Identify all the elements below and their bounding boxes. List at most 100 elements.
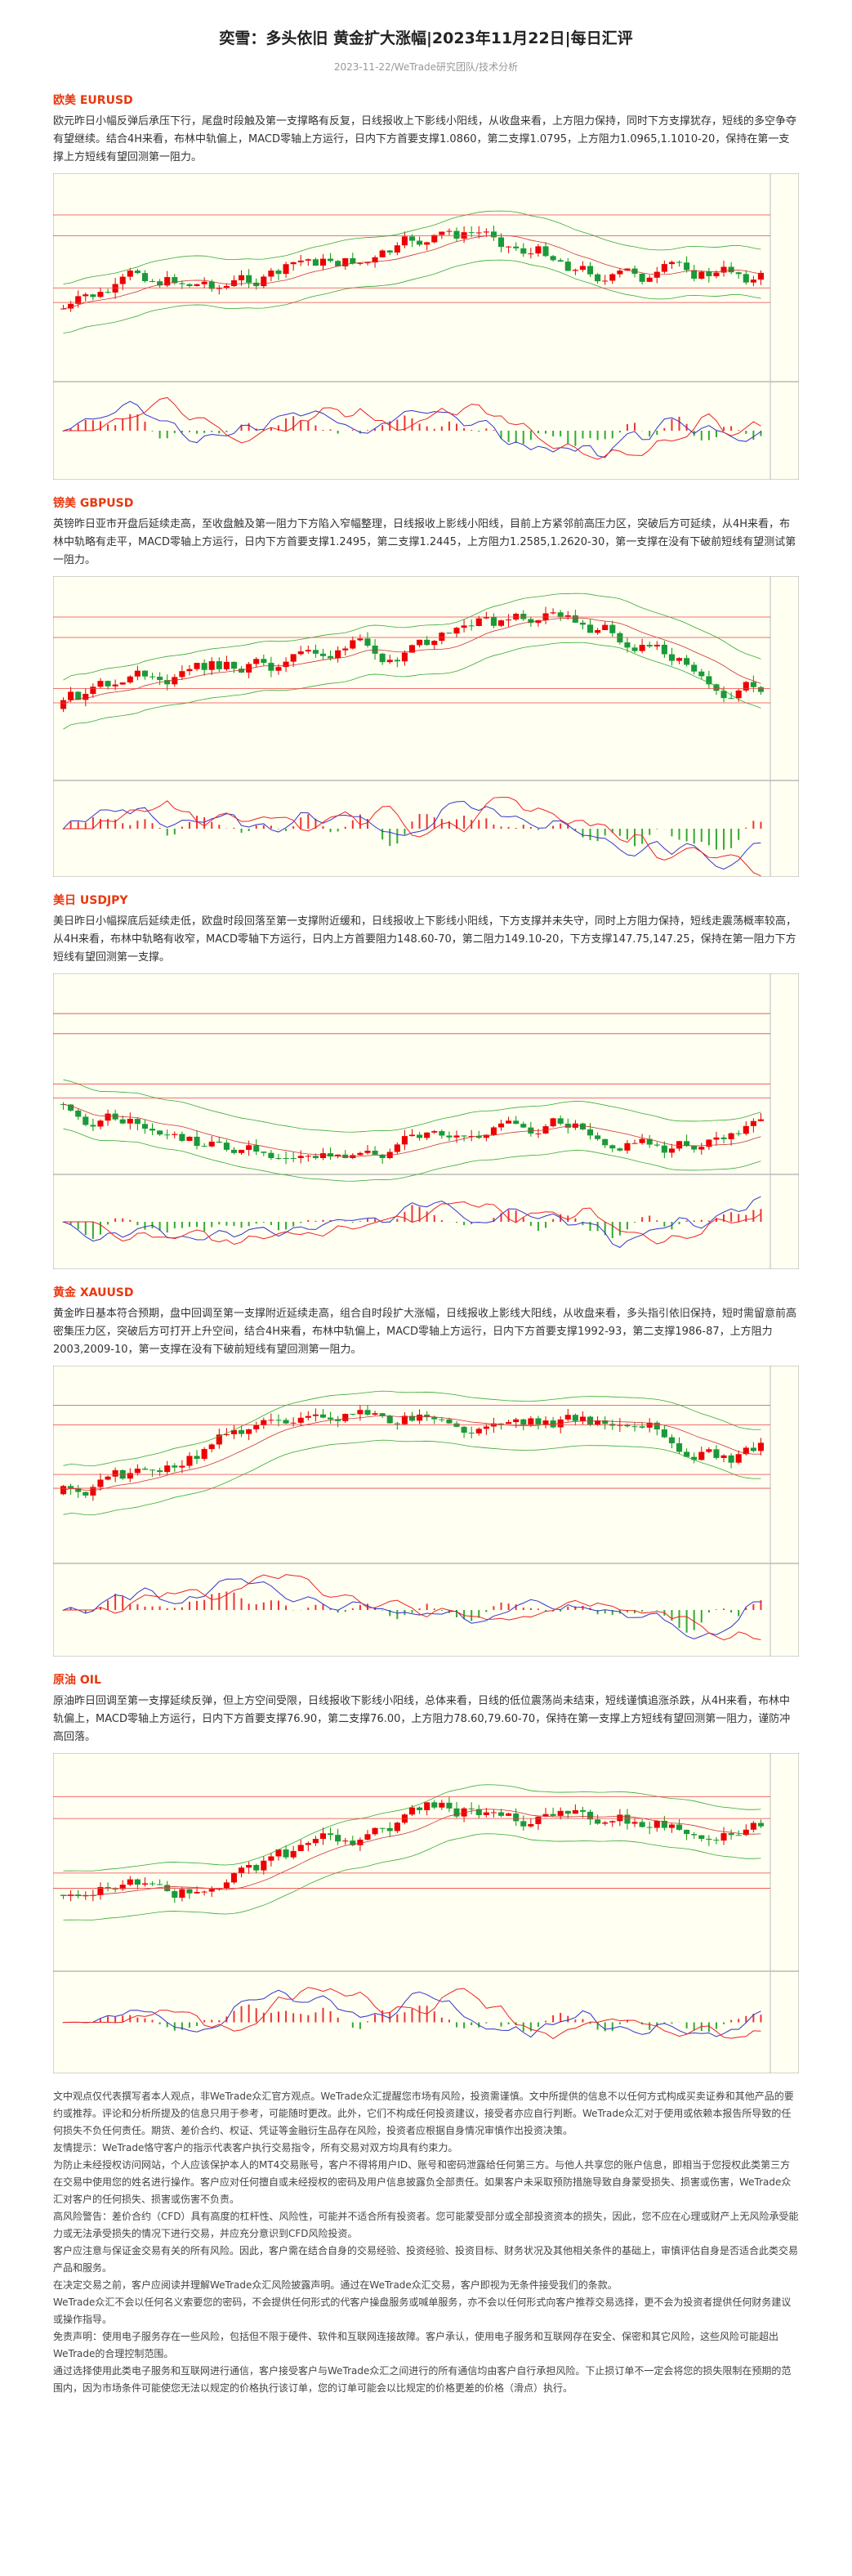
macd-bar bbox=[641, 1217, 644, 1222]
candle bbox=[379, 1413, 386, 1416]
macd-bar bbox=[552, 1219, 555, 1222]
macd-bar bbox=[685, 829, 688, 842]
candle bbox=[653, 1820, 660, 1828]
candle bbox=[706, 1449, 712, 1452]
macd-bar bbox=[463, 2022, 466, 2028]
candle bbox=[446, 230, 453, 232]
candle bbox=[157, 1470, 163, 1473]
macd-bar bbox=[91, 420, 94, 431]
candle bbox=[239, 1867, 245, 1873]
macd-bar bbox=[574, 1218, 577, 1222]
candle bbox=[239, 1429, 245, 1434]
candle bbox=[305, 1843, 311, 1845]
macd-bar bbox=[344, 1221, 346, 1222]
candle bbox=[475, 1429, 482, 1433]
macd-bar bbox=[285, 418, 288, 431]
macd-bar bbox=[738, 829, 740, 840]
macd-bar bbox=[485, 818, 488, 829]
chart-image bbox=[53, 576, 799, 877]
candle bbox=[668, 262, 675, 265]
macd-bar bbox=[181, 826, 183, 829]
candle bbox=[112, 1470, 118, 1477]
candle bbox=[439, 231, 445, 235]
macd-bar bbox=[77, 821, 79, 829]
macd-bar bbox=[203, 817, 206, 829]
candle bbox=[83, 1116, 89, 1125]
macd-bar bbox=[366, 1603, 368, 1610]
candle bbox=[624, 642, 631, 648]
macd-bar bbox=[507, 826, 510, 829]
candle bbox=[105, 1476, 111, 1480]
candle bbox=[141, 273, 149, 281]
candle bbox=[750, 1120, 756, 1126]
macd-bar bbox=[99, 421, 101, 431]
candle bbox=[105, 292, 111, 293]
candle bbox=[513, 246, 520, 248]
macd-bar bbox=[522, 1217, 524, 1222]
macd-bar bbox=[529, 1222, 532, 1226]
macd-bar bbox=[611, 829, 613, 834]
candle bbox=[335, 1154, 341, 1157]
macd-bar bbox=[471, 2022, 473, 2026]
candle bbox=[179, 1465, 185, 1468]
macd-bar bbox=[122, 1218, 124, 1222]
macd-line bbox=[63, 1989, 761, 2038]
candle bbox=[691, 1456, 698, 1460]
candle bbox=[357, 262, 364, 264]
macd-bar bbox=[122, 2015, 124, 2023]
candle bbox=[208, 1141, 215, 1147]
candle bbox=[617, 271, 623, 275]
macd-bar bbox=[560, 431, 562, 437]
candle bbox=[439, 1802, 445, 1808]
candle bbox=[609, 624, 616, 633]
candle bbox=[312, 650, 319, 654]
candle bbox=[372, 257, 378, 263]
candle bbox=[379, 1154, 386, 1158]
macd-bar bbox=[433, 428, 435, 431]
candle bbox=[557, 1118, 564, 1124]
macd-bar bbox=[411, 1610, 413, 1613]
section-body: 美日昨日小幅探底后延续走低，欧盘时段回落至第一支撑附近缓和，日线报收上下影线小阳… bbox=[53, 915, 797, 964]
candle bbox=[490, 616, 497, 626]
macd-bar bbox=[707, 431, 710, 441]
macd-bar bbox=[129, 1219, 132, 1222]
macd-bar bbox=[203, 2019, 206, 2023]
candle bbox=[134, 1879, 141, 1885]
macd-bar bbox=[738, 1610, 740, 1617]
macd-bar bbox=[440, 1220, 443, 1222]
macd-bar bbox=[396, 1610, 399, 1620]
macd-bar bbox=[634, 829, 636, 847]
candle bbox=[483, 616, 489, 619]
candle bbox=[253, 1424, 260, 1429]
candle bbox=[653, 1422, 660, 1430]
candle bbox=[743, 1125, 749, 1134]
candle bbox=[357, 1410, 364, 1415]
macd-bar bbox=[307, 1608, 310, 1610]
candle bbox=[661, 264, 667, 272]
macd-bar bbox=[322, 2007, 324, 2023]
macd-bar bbox=[649, 1215, 651, 1222]
bollinger-band bbox=[63, 1390, 761, 1467]
candle bbox=[617, 633, 623, 643]
candle bbox=[720, 1833, 727, 1841]
candle bbox=[417, 240, 423, 245]
macd-bar bbox=[351, 429, 354, 431]
bollinger-band bbox=[63, 1103, 761, 1157]
candle bbox=[268, 663, 274, 671]
candle bbox=[713, 1137, 720, 1140]
candle bbox=[587, 1811, 594, 1820]
macd-bar bbox=[656, 2022, 658, 2027]
macd-bar bbox=[493, 1218, 495, 1222]
macd-bar bbox=[122, 418, 124, 431]
candle bbox=[83, 1491, 89, 1496]
candle bbox=[305, 259, 311, 261]
candle bbox=[386, 1415, 393, 1424]
candle bbox=[186, 669, 193, 672]
candle bbox=[439, 633, 445, 642]
macd-bar bbox=[738, 1214, 740, 1222]
candle bbox=[698, 1147, 705, 1150]
candle bbox=[602, 624, 609, 630]
candle bbox=[572, 1809, 578, 1814]
candle bbox=[216, 1141, 222, 1143]
disclaimer-paragraph: 通过选择使用此类电子服务和互联网进行通信，客户接受客户与WeTrade众汇之间进… bbox=[53, 2365, 792, 2394]
